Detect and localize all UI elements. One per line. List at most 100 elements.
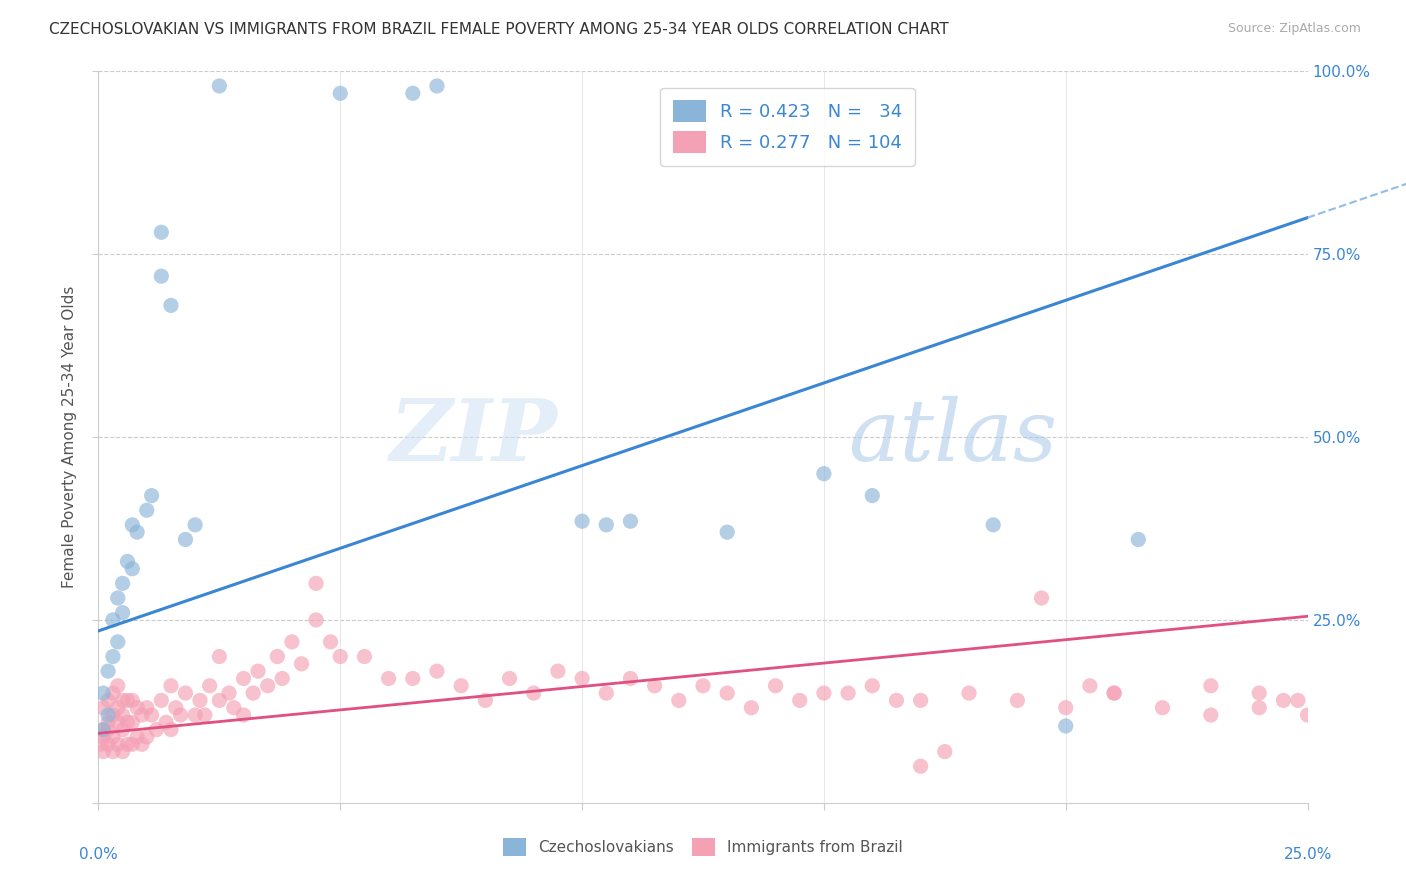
Point	[1102, 686, 1125, 700]
Point	[91, 745, 114, 759]
Point	[131, 708, 153, 723]
Point	[97, 708, 120, 723]
Point	[319, 635, 342, 649]
Point	[165, 700, 187, 714]
Point	[402, 87, 425, 101]
Point	[1249, 700, 1271, 714]
Point	[474, 693, 496, 707]
Point	[910, 759, 932, 773]
Point	[242, 686, 264, 700]
Point	[668, 693, 690, 707]
Point	[1102, 686, 1125, 700]
Point	[131, 737, 153, 751]
Point	[150, 225, 173, 239]
Point	[91, 700, 114, 714]
Legend: R = 0.423   N =   34, R = 0.277   N = 104: R = 0.423 N = 34, R = 0.277 N = 104	[661, 87, 915, 166]
Point	[97, 664, 120, 678]
Point	[208, 649, 231, 664]
Point	[305, 613, 328, 627]
Point	[765, 679, 787, 693]
Point	[218, 686, 240, 700]
Point	[981, 517, 1004, 532]
Point	[194, 708, 217, 723]
Point	[305, 576, 328, 591]
Point	[1199, 708, 1222, 723]
Point	[155, 715, 177, 730]
Point	[934, 745, 956, 759]
Point	[232, 708, 254, 723]
Point	[222, 700, 245, 714]
Point	[329, 87, 352, 101]
Point	[141, 708, 163, 723]
Point	[117, 693, 139, 707]
Point	[107, 679, 129, 693]
Point	[150, 693, 173, 707]
Point	[101, 649, 124, 664]
Point	[1054, 719, 1077, 733]
Point	[107, 635, 129, 649]
Point	[135, 730, 157, 744]
Point	[290, 657, 312, 671]
Point	[595, 517, 617, 532]
Point	[117, 554, 139, 568]
Point	[523, 686, 546, 700]
Point	[101, 613, 124, 627]
Point	[247, 664, 270, 678]
Point	[1128, 533, 1150, 547]
Point	[184, 708, 207, 723]
Point	[91, 723, 114, 737]
Point	[127, 730, 149, 744]
Point	[101, 708, 124, 723]
Point	[101, 730, 124, 744]
Point	[957, 686, 980, 700]
Point	[1249, 686, 1271, 700]
Point	[169, 708, 191, 723]
Point	[121, 562, 143, 576]
Point	[353, 649, 375, 664]
Point	[141, 489, 163, 503]
Point	[101, 686, 124, 700]
Point	[208, 78, 231, 93]
Point	[910, 693, 932, 707]
Point	[97, 693, 120, 707]
Point	[121, 715, 143, 730]
Point	[121, 517, 143, 532]
Point	[595, 686, 617, 700]
Text: 0.0%: 0.0%	[79, 847, 118, 862]
Point	[860, 679, 883, 693]
Point	[886, 693, 908, 707]
Point	[1296, 708, 1319, 723]
Point	[121, 737, 143, 751]
Point	[426, 664, 449, 678]
Point	[1152, 700, 1174, 714]
Point	[91, 686, 114, 700]
Text: Source: ZipAtlas.com: Source: ZipAtlas.com	[1227, 22, 1361, 36]
Legend: Czechoslovakians, Immigrants from Brazil: Czechoslovakians, Immigrants from Brazil	[496, 832, 910, 862]
Point	[571, 672, 593, 686]
Point	[107, 700, 129, 714]
Point	[813, 467, 835, 481]
Point	[198, 679, 221, 693]
Point	[107, 591, 129, 605]
Point	[547, 664, 569, 678]
Point	[837, 686, 859, 700]
Text: 25.0%: 25.0%	[1284, 847, 1331, 862]
Point	[281, 635, 304, 649]
Point	[619, 672, 641, 686]
Point	[571, 514, 593, 528]
Y-axis label: Female Poverty Among 25-34 Year Olds: Female Poverty Among 25-34 Year Olds	[62, 286, 77, 588]
Point	[111, 606, 134, 620]
Point	[127, 700, 149, 714]
Point	[91, 723, 114, 737]
Point	[1286, 693, 1309, 707]
Point	[111, 723, 134, 737]
Point	[117, 737, 139, 751]
Point	[145, 723, 167, 737]
Point	[160, 723, 183, 737]
Point	[1078, 679, 1101, 693]
Point	[101, 745, 124, 759]
Point	[127, 525, 149, 540]
Point	[97, 723, 120, 737]
Point	[644, 679, 666, 693]
Point	[160, 298, 183, 312]
